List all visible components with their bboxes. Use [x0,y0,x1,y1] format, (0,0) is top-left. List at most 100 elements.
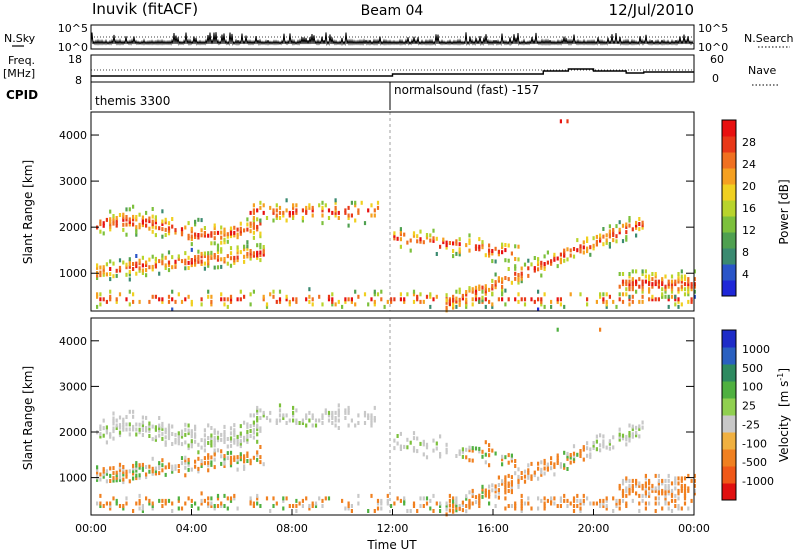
nave-tick-top: 60 [710,53,724,66]
x-tick-label-4: 16:00 [477,522,509,535]
colorbar-tick-6: 500 [742,362,763,375]
cpid-segment-2: normalsound (fast) -157 [394,83,539,97]
freq-label: Freq. [8,54,35,67]
frequency-trace [91,68,694,77]
colorbar-tick-3: -25 [742,418,760,431]
colorbar-tick-2: -100 [742,437,767,450]
colorbar-swatch [722,248,736,265]
velocity-data [96,327,696,517]
x-tick-label-0: 00:00 [75,522,107,535]
colorbar-swatch [722,168,736,185]
power-data [96,119,696,313]
search-noise-tick-bottom: 10^0 [698,41,728,54]
colorbar-tick-4: 25 [742,400,756,413]
colorbar-swatch [722,184,736,201]
colorbar-swatch [722,216,736,233]
y-tick-label-2: 3000 [59,175,87,188]
colorbar-swatch [722,200,736,217]
freq-tick-bottom: 8 [75,74,82,87]
colorbar-swatch [722,232,736,249]
y-tick-label-0: 1000 [59,267,87,280]
colorbar-swatch [722,432,736,450]
velocity-y-ticks: 1000 2000 3000 4000 [59,335,694,485]
power-ylabel: Slant Range [km] [21,160,35,264]
colorbar-tick-6: 28 [742,136,756,149]
y-tick-label-3: 4000 [59,129,87,142]
y-tick-label-0: 1000 [59,472,87,485]
colorbar-swatch [722,330,736,348]
colorbar-swatch [722,415,736,433]
x-tick-label-3: 12:00 [377,522,409,535]
power-y-ticks: 1000 2000 3000 4000 [59,129,694,280]
colorbar-swatch [722,152,736,169]
colorbar-tick-0: -1000 [742,475,774,488]
x-tick-label-6: 00:00 [678,522,710,535]
velocity-colorbar-ticks: -1000 -500 -100 -25 25 100 500 1000 [742,343,774,488]
nave-label: Nave [748,64,776,77]
sky-noise-label: N.Sky [4,32,36,45]
power-colorbar-label: Power [dB] [777,179,791,244]
date-title: 12/Jul/2010 [609,1,694,19]
colorbar-swatch [722,449,736,467]
search-noise-label: N.Search [744,32,794,45]
freq-tick-top: 18 [68,53,82,66]
beam-title: Beam 04 [361,3,424,19]
colorbar-tick-1: -500 [742,456,767,469]
colorbar-swatch [722,364,736,382]
colorbar-swatch [722,398,736,416]
y-tick-label-2: 3000 [59,380,87,393]
x-tick-label-1: 04:00 [176,522,208,535]
freq-unit: [MHz] [3,67,35,80]
sky-noise-tick-top: 10^5 [58,22,88,35]
power-panel: 1000 2000 3000 4000 Slant Range [km] [21,111,696,313]
y-tick-label-1: 2000 [59,426,87,439]
colorbar-swatch [722,483,736,501]
y-tick-label-1: 2000 [59,221,87,234]
cpid-row: CPID themis 3300 normalsound (fast) -157 [6,82,539,110]
power-colorbar-scale [722,120,736,297]
station-title: Inuvik (fitACF) [92,0,198,18]
colorbar-tick-4: 20 [742,180,756,193]
colorbar-tick-0: 4 [742,268,749,281]
y-tick-label-3: 4000 [59,335,87,348]
velocity-colorbar-scale [722,330,736,501]
colorbar-tick-7: 1000 [742,343,770,356]
colorbar-swatch [722,381,736,399]
colorbar-tick-2: 12 [742,224,756,237]
colorbar-swatch [722,280,736,297]
colorbar-tick-5: 100 [742,381,763,394]
colorbar-swatch [722,347,736,365]
velocity-ylabel: Slant Range [km] [21,366,35,470]
frequency-series [91,68,694,77]
sky-noise-trace [90,32,694,46]
colorbar-swatch [722,136,736,153]
sky-noise-series [90,32,694,46]
velocity-colorbar-unit: [m s [777,381,791,407]
colorbar-swatch [722,264,736,281]
x-tick-label-2: 08:00 [276,522,308,535]
power-colorbar-ticks: 4 8 12 16 20 24 28 [742,136,756,281]
velocity-colorbar-title: Velocity [777,415,791,462]
colorbar-tick-5: 24 [742,158,756,171]
velocity-colorbar-label: Velocity [m s-1] [776,368,791,462]
x-axis-label: Time UT [366,538,417,552]
colorbar-swatch [722,120,736,137]
colorbar-swatch [722,466,736,484]
nave-tick-bottom: 0 [712,72,719,85]
velocity-colorbar-unit-end: ] [777,368,791,373]
frequency-panel: Freq. [MHz] 18 8 60 0 Nave [3,53,778,87]
velocity-colorbar-unit-sup: -1 [776,373,785,381]
velocity-x-ticks: 00:00 04:00 08:00 12:00 16:00 20:00 00:00 [75,509,710,535]
sky-noise-panel: N.Sky 10^5 10^0 10^5 10^0 N.Search [4,22,794,54]
x-tick-label-5: 20:00 [578,522,610,535]
velocity-panel: 1000 2000 3000 4000 00:00 04:00 08:00 12:00 16:… [21,317,710,552]
search-noise-tick-top: 10^5 [698,22,728,35]
sky-noise-tick-bottom: 10^0 [58,41,88,54]
power-colorbar: 4 8 12 16 20 24 28 Power [dB] [721,119,791,297]
cpid-segment-1: themis 3300 [95,94,170,108]
colorbar-tick-3: 16 [742,202,756,215]
cpid-label: CPID [6,88,38,102]
colorbar-tick-1: 8 [742,246,749,259]
velocity-colorbar: -1000 -500 -100 -25 25 100 500 1000 Velocity [m … [721,329,791,501]
